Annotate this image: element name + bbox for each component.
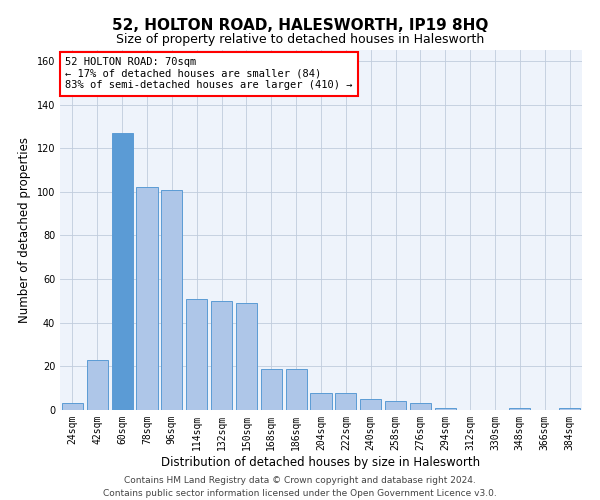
Bar xyxy=(62,404,83,410)
Bar xyxy=(385,402,406,410)
Text: Contains HM Land Registry data © Crown copyright and database right 2024.
Contai: Contains HM Land Registry data © Crown c… xyxy=(103,476,497,498)
Bar xyxy=(435,408,456,410)
Bar xyxy=(410,404,431,410)
Bar xyxy=(136,188,158,410)
Bar xyxy=(335,392,356,410)
Bar xyxy=(236,303,257,410)
Bar xyxy=(286,368,307,410)
X-axis label: Distribution of detached houses by size in Halesworth: Distribution of detached houses by size … xyxy=(161,456,481,468)
Bar xyxy=(261,368,282,410)
Bar xyxy=(509,408,530,410)
Bar xyxy=(161,190,182,410)
Bar xyxy=(87,360,108,410)
Text: Size of property relative to detached houses in Halesworth: Size of property relative to detached ho… xyxy=(116,32,484,46)
Y-axis label: Number of detached properties: Number of detached properties xyxy=(18,137,31,323)
Text: 52, HOLTON ROAD, HALESWORTH, IP19 8HQ: 52, HOLTON ROAD, HALESWORTH, IP19 8HQ xyxy=(112,18,488,32)
Bar xyxy=(186,298,207,410)
Text: 52 HOLTON ROAD: 70sqm
← 17% of detached houses are smaller (84)
83% of semi-deta: 52 HOLTON ROAD: 70sqm ← 17% of detached … xyxy=(65,57,353,90)
Bar xyxy=(310,392,332,410)
Bar xyxy=(211,301,232,410)
Bar xyxy=(360,399,381,410)
Bar xyxy=(559,408,580,410)
Bar xyxy=(112,133,133,410)
